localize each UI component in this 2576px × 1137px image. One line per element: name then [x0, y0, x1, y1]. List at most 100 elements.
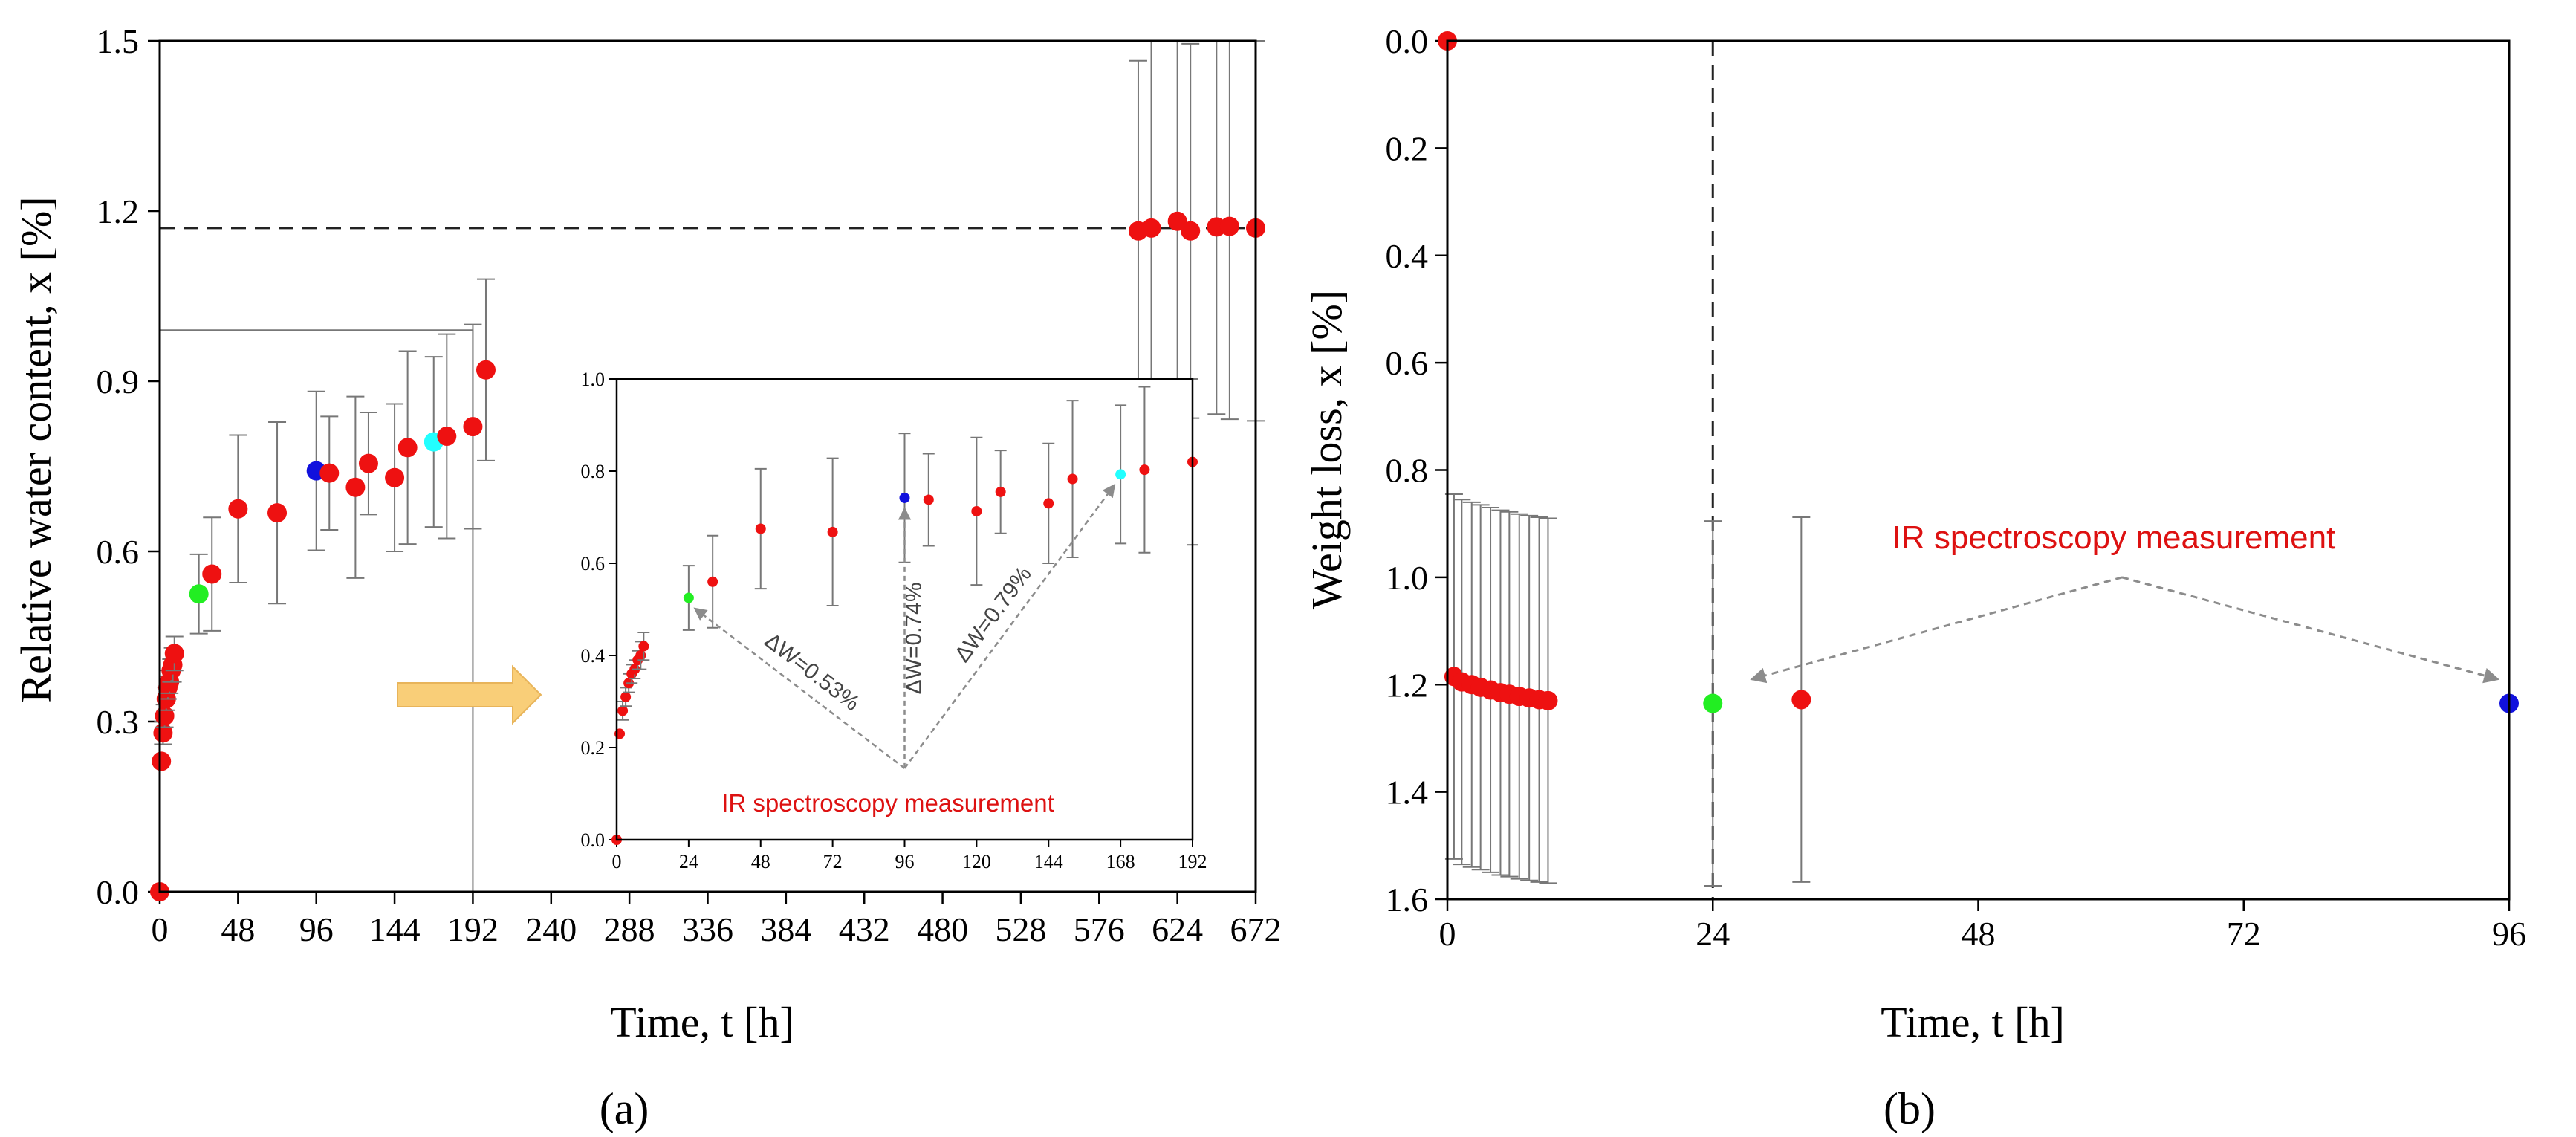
- chart-b-ytick-label: 1.2: [1386, 666, 1429, 704]
- inset-point: [1139, 464, 1150, 476]
- inset-point: [755, 523, 766, 534]
- inset-point: [1115, 469, 1126, 480]
- chart-a-point: [345, 477, 366, 497]
- chart-b-xtick-label: 24: [1696, 915, 1730, 953]
- inset-point: [899, 492, 910, 503]
- chart-a-xtick-label: 576: [1074, 910, 1125, 948]
- inset-ytick-label: 0.6: [581, 553, 606, 574]
- chart-b-ytick-label: 1.4: [1386, 774, 1429, 812]
- chart-b-annotation-text: IR spectroscopy measurement: [1892, 519, 2336, 556]
- chart-b-xlabel: Time, t [h]: [1881, 998, 2065, 1046]
- inset-annotation-label: ΔW=0.74%: [902, 582, 927, 694]
- chart-a-ylabel: Relative water content, x [%]: [12, 196, 60, 702]
- inset-xtick-label: 48: [751, 851, 770, 872]
- chart-a-xtick-label: 624: [1152, 910, 1203, 948]
- chart-a-point: [398, 438, 418, 458]
- inset-point: [1067, 473, 1078, 485]
- chart-b-xtick-label: 48: [1962, 915, 1996, 953]
- chart-a-point: [189, 584, 209, 604]
- chart-b-xtick-label: 72: [2227, 915, 2261, 953]
- inset-xtick-label: 168: [1106, 851, 1135, 872]
- chart-a-inset: 0 24 48 72 96 120 144 168 1920.00.20.40.60.81.0 …: [581, 369, 1207, 872]
- inset-point: [617, 705, 629, 716]
- chart-b-point: [1538, 690, 1558, 710]
- inset-point: [827, 526, 838, 537]
- inset-ticks: 0 24 48 72 96 120 144 168 192 0.0 0.2 0.4 0.6 0.8 1.0: [581, 369, 1207, 872]
- chart-a-xtick-label: 672: [1230, 910, 1282, 948]
- chart-a-point: [228, 499, 248, 519]
- inset-xtick-label: 24: [679, 851, 698, 872]
- chart-a-point: [153, 723, 173, 743]
- chart-b-annotations: [1750, 576, 2500, 684]
- panel-label-b: (b): [1884, 1084, 1936, 1133]
- chart-b-ytick-label: 0.0: [1386, 22, 1429, 60]
- inset-ytick-label: 1.0: [581, 369, 606, 390]
- chart-a-point: [358, 453, 378, 473]
- panel-label-a: (a): [600, 1084, 649, 1133]
- chart-a-point: [155, 706, 175, 726]
- inset-xtick-label: 72: [823, 851, 843, 872]
- chart-a-ytick-label: 1.5: [97, 22, 140, 60]
- chart-a-point: [1181, 221, 1201, 241]
- chart-b-xtick-label: 0: [1439, 915, 1456, 953]
- chart-b-xtick-label: 96: [2492, 915, 2526, 953]
- chart-b-ytick-label: 0.8: [1386, 452, 1429, 490]
- inset-xtick-label: 144: [1034, 851, 1063, 872]
- chart-a-xtick-label: 192: [447, 910, 499, 948]
- inset-xtick-label: 192: [1178, 851, 1207, 872]
- chart-a-ytick-label: 0.6: [97, 533, 140, 571]
- chart-b-ytick-label: 0.4: [1386, 237, 1429, 275]
- chart-b-annotation-arrow: [1750, 576, 2123, 684]
- inset-point: [995, 486, 1006, 497]
- chart-a-xtick-label: 480: [917, 910, 968, 948]
- chart-a-point: [267, 503, 288, 523]
- chart-a-xtick-label: 240: [525, 910, 577, 948]
- inset-point: [971, 505, 982, 516]
- chart-a-point: [319, 463, 340, 483]
- inset-ytick-label: 0.8: [581, 461, 606, 482]
- chart-a: Relative water content, x [%] Time, t [h…: [12, 22, 1282, 1133]
- chart-a-xtick-label: 144: [369, 910, 421, 948]
- chart-a-ytick-label: 0.9: [97, 363, 140, 401]
- chart-a-xtick-label: 288: [604, 910, 655, 948]
- chart-a-point: [152, 751, 172, 771]
- inset-ytick-label: 0.0: [581, 829, 606, 851]
- chart-a-point: [164, 644, 184, 664]
- chart-a-ytick-label: 0.3: [97, 703, 140, 741]
- chart-a-xtick-label: 48: [221, 910, 255, 948]
- inset-xtick-label: 120: [962, 851, 991, 872]
- chart-b-ytick-label: 0.6: [1386, 344, 1429, 382]
- chart-b-point: [1791, 690, 1811, 710]
- inset-point: [638, 641, 649, 652]
- chart-a-plot-frame: [158, 39, 1257, 893]
- inset-point: [923, 494, 934, 505]
- callout-arrow: [397, 664, 542, 725]
- chart-b-ytick-label: 0.2: [1386, 129, 1429, 167]
- chart-a-xtick-label: 528: [995, 910, 1046, 948]
- inset-plot-frame: [615, 378, 1194, 841]
- chart-a-xlabel: Time, t [h]: [610, 998, 794, 1046]
- chart-b-ticks: 0 24 48 72 96 0.0 0.2 0.4 0.6 0.8 1.0 1.2 1.4 1.6: [1386, 22, 2527, 953]
- chart-a-xtick-label: 0: [152, 910, 169, 948]
- inset-ytick-label: 0.4: [581, 645, 606, 667]
- chart-b-annotation-arrow: [2121, 576, 2500, 684]
- inset-point: [707, 576, 718, 587]
- inset-xtick-label: 0: [612, 851, 622, 872]
- chart-a-xtick-label: 336: [682, 910, 733, 948]
- chart-a-point: [1219, 216, 1239, 236]
- chart-a-point: [202, 564, 222, 584]
- chart-b-ylabel: Weight loss, x [%]: [1302, 290, 1351, 609]
- chart-a-points: [150, 40, 1265, 901]
- chart-b: Weight loss, x [%] Time, t [h] (b) 0 24 48…: [1302, 22, 2526, 1133]
- chart-a-xtick-label: 96: [299, 910, 334, 948]
- inset-annotation-text: IR spectroscopy measurement: [721, 789, 1054, 817]
- chart-b-point: [1703, 693, 1723, 713]
- chart-a-ytick-label: 0.0: [97, 873, 140, 911]
- chart-b-points: [1438, 31, 2519, 887]
- inset-point: [620, 691, 632, 702]
- inset-xtick-label: 96: [895, 851, 915, 872]
- chart-a-ytick-label: 1.2: [97, 192, 140, 230]
- chart-a-point: [1141, 218, 1161, 238]
- inset-point: [683, 592, 694, 603]
